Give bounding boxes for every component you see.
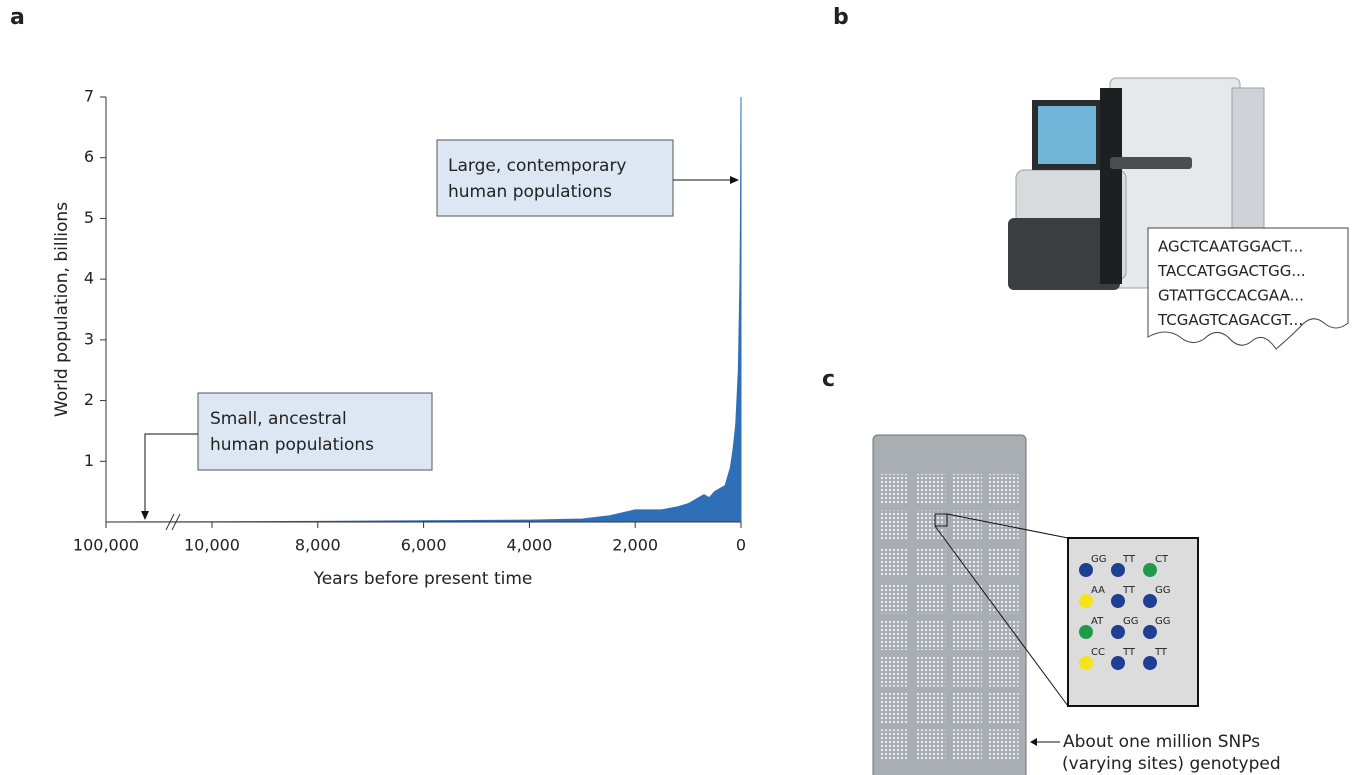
x-tick-label: 8,000	[295, 536, 341, 555]
genotype-label: GG	[1155, 616, 1171, 627]
arrow-head	[141, 511, 149, 520]
x-tick-label: 100,000	[73, 536, 139, 555]
probe-block	[879, 584, 909, 614]
probe-block	[952, 584, 982, 614]
probe-block	[989, 584, 1019, 614]
read-sequence: TCGAGTCAGACGT...	[1157, 311, 1303, 329]
probe-block	[916, 657, 946, 687]
y-tick-label: 3	[84, 329, 94, 348]
genotype-label: GG	[1091, 554, 1107, 565]
panel-label: b	[833, 5, 849, 30]
read-sequence: TACCATGGACTGG...	[1157, 262, 1306, 280]
y-tick-label: 5	[84, 208, 94, 227]
probe-block	[879, 693, 909, 723]
probe-block	[989, 474, 1019, 504]
probe-block	[916, 584, 946, 614]
x-tick-label: 10,000	[184, 536, 240, 555]
read-sequence: GTATTGCCACGAA...	[1158, 287, 1304, 305]
arrow-head	[1030, 738, 1037, 746]
genotype-dot	[1079, 563, 1093, 577]
genotype-dot	[1143, 563, 1157, 577]
genotype-label: CT	[1155, 554, 1169, 565]
genotype-label: TT	[1122, 554, 1136, 565]
probe-block	[989, 730, 1019, 760]
probe-block	[879, 730, 909, 760]
genotype-dot	[1079, 594, 1093, 608]
read-sequence: AGCTCAATGGACT...	[1158, 238, 1303, 256]
genotype-dot	[1111, 594, 1125, 608]
genotype-dot	[1143, 594, 1157, 608]
genotype-label: GG	[1155, 585, 1171, 596]
genotype-dot	[1111, 656, 1125, 670]
probe-block	[952, 620, 982, 650]
probe-block	[952, 657, 982, 687]
y-tick-label: 7	[84, 87, 94, 106]
genotype-label: CC	[1091, 647, 1105, 658]
probe-block	[916, 693, 946, 723]
genotype-dot	[1111, 563, 1125, 577]
probe-block	[879, 620, 909, 650]
probe-block	[952, 474, 982, 504]
x-tick-label: 6,000	[401, 536, 447, 555]
genotype-label: TT	[1154, 647, 1168, 658]
y-tick-label: 1	[84, 451, 94, 470]
caption-text: (varying sites) genotyped	[1062, 754, 1281, 774]
probe-block	[916, 547, 946, 577]
x-tick-label: 4,000	[506, 536, 552, 555]
figure: a b c 1 2 3 4 5 6 7 100,000 10,000 8,000 6,000 4,00…	[0, 0, 1359, 775]
annotation-text: Small, ancestral	[210, 409, 347, 429]
probe-block	[989, 547, 1019, 577]
genotype-dot	[1143, 656, 1157, 670]
y-tick-label: 2	[84, 390, 94, 409]
probe-block	[916, 474, 946, 504]
probe-block	[989, 620, 1019, 650]
annotation-text: human populations	[210, 435, 374, 455]
annotation-box	[437, 140, 673, 216]
panel-label: a	[10, 5, 25, 30]
probe-block	[879, 657, 909, 687]
x-tick-label: 0	[736, 536, 746, 555]
probe-block	[952, 693, 982, 723]
probe-block	[989, 693, 1019, 723]
panel-label: c	[822, 367, 835, 392]
genotype-label: AT	[1091, 616, 1104, 627]
annotation-text: human populations	[448, 182, 612, 202]
probe-block	[879, 474, 909, 504]
genotype-dot	[1079, 656, 1093, 670]
genotype-dot	[1143, 625, 1157, 639]
probe-block	[879, 511, 909, 541]
genotype-label: TT	[1122, 585, 1136, 596]
probe-block	[952, 511, 982, 541]
probe-block	[952, 730, 982, 760]
genotype-dot	[1111, 625, 1125, 639]
x-axis-label: Years before present time	[313, 569, 533, 589]
genotype-label: AA	[1091, 585, 1105, 596]
arrow-head	[730, 176, 739, 184]
probe-block	[989, 657, 1019, 687]
probe-block	[952, 547, 982, 577]
y-tick-label: 6	[84, 147, 94, 166]
genotype-label: TT	[1122, 647, 1136, 658]
y-tick-label: 4	[84, 269, 94, 288]
genotype-dot	[1079, 625, 1093, 639]
y-axis-label: World population, billions	[52, 202, 72, 417]
genotype-label: GG	[1123, 616, 1139, 627]
probe-block	[916, 730, 946, 760]
caption-text: About one million SNPs	[1063, 732, 1260, 752]
annotation-arrow	[145, 434, 198, 512]
annotation-box	[198, 393, 432, 470]
x-tick-label: 2,000	[612, 536, 658, 555]
probe-block	[879, 547, 909, 577]
annotation-text: Large, contemporary	[448, 156, 627, 176]
probe-block	[916, 620, 946, 650]
